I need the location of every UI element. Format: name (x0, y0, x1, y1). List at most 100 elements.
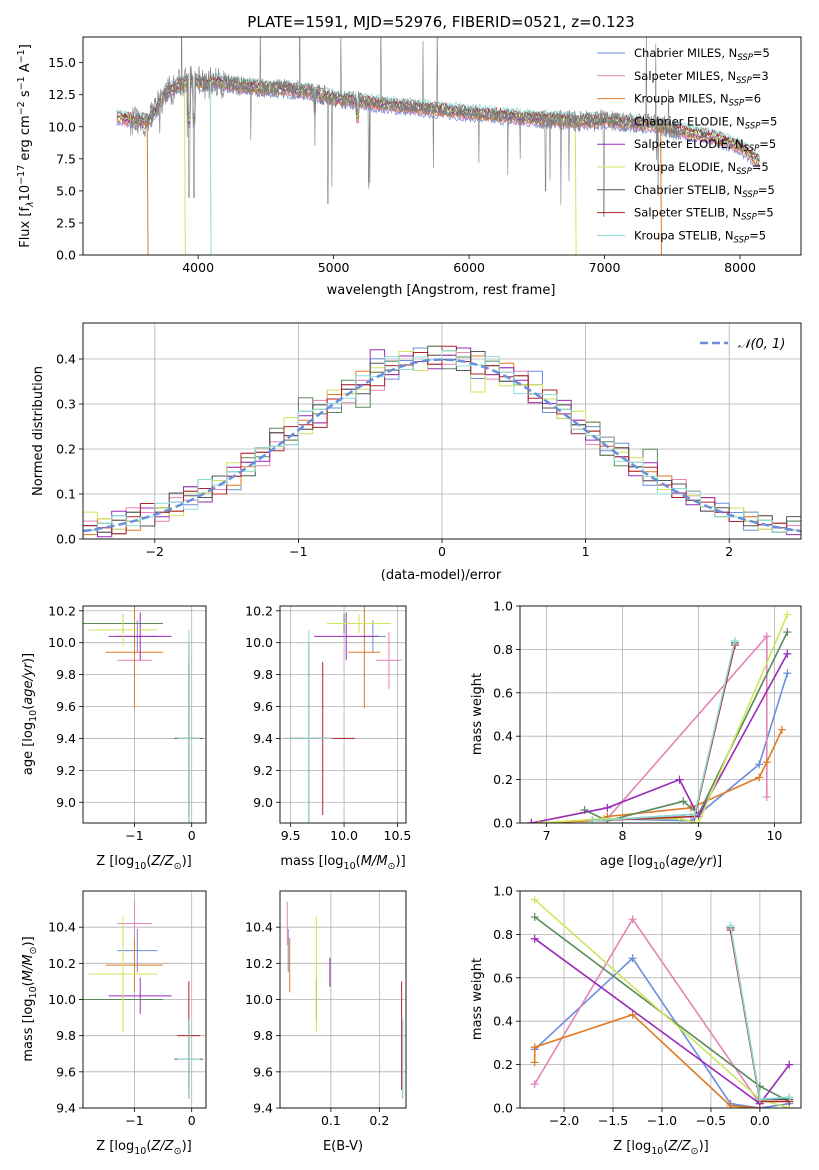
weight-marker-salpeter_miles (762, 632, 771, 641)
y-tick-label: 9.2 (253, 763, 273, 778)
axes-frame (82, 36, 802, 256)
x-tick-label: 9.5 (281, 828, 301, 843)
legend: Chabrier MILES, NSSP=5 Salpeter MILES, NS… (597, 46, 777, 245)
weight-marker-kroupa_stelib (690, 810, 699, 819)
weight-marker-kroupa_elodie (534, 819, 543, 823)
weight-marker-kroupa_miles (755, 773, 764, 782)
axes-frame (82, 605, 207, 824)
x-tick-label: 0.0 (750, 1113, 770, 1128)
weight-marker-salpeter_miles (762, 792, 771, 801)
plot-area (83, 901, 204, 1099)
x-axis-label: mass [log10(M/M⊙)] (280, 854, 405, 872)
weight-marker-kroupa_stelib (588, 816, 597, 823)
y-tick-label: 10.2 (245, 603, 273, 618)
x-axis-label: Z [log10(Z/Z⊙)] (96, 1139, 191, 1157)
y-tick-label: 9.0 (253, 795, 273, 810)
weight-marker-chabrier_elodie (530, 913, 539, 922)
y-tick-label: 9.2 (56, 763, 76, 778)
model-dip (209, 82, 212, 255)
y-axis-label: age [log10(age/yr)] (21, 653, 39, 775)
weight-line-salpeter_elodie (531, 653, 789, 823)
y-tick-label: 0.0 (493, 816, 513, 831)
residual-histogram-salpeter_stelib (83, 345, 801, 535)
weight-marker-kroupa_miles (530, 1058, 539, 1067)
y-axis-label: Normed distribution (31, 366, 46, 496)
figure-title: PLATE=1591, MJD=52976, FIBERID=0521, z=0… (247, 13, 634, 31)
model-dip (146, 119, 149, 255)
x-tick-label: 5000 (318, 260, 350, 275)
y-tick-label: 0.1 (56, 487, 76, 502)
axes-weight_vs_age: 7 8 9 10 0.0 0.2 0.4 0.6 0.8 1.0 age [log10(age/yr… (470, 599, 802, 872)
y-tick-label: 9.8 (253, 1028, 273, 1043)
y-axis-label: Flux [fλ10−17 erg cm−2 s−1 A−1] (16, 44, 36, 248)
y-tick-label: 9.8 (253, 667, 273, 682)
weight-marker-kroupa_miles (778, 725, 787, 734)
legend-label-salpeter_elodie: Salpeter ELODIE, NSSP=5 (634, 137, 776, 154)
weight-marker-salpeter_elodie (785, 1060, 794, 1069)
weight-marker-kroupa_stelib (785, 1093, 794, 1102)
weight-marker-salpeter_miles (530, 1080, 539, 1089)
weight-marker-kroupa_miles (726, 1101, 735, 1108)
y-tick-label: 12.5 (48, 87, 76, 102)
axes-mass_vs_Z: −1 0 9.4 9.6 9.8 10.0 10.2 10.4 Z [log10(Z/Z⊙)] m… (21, 890, 207, 1157)
x-axis-label: age [log10(age/yr)] (600, 854, 722, 872)
x-axis-label: Z [log10(Z/Z⊙)] (613, 1139, 708, 1157)
axes-spectrum: 4000 5000 6000 7000 8000 0.0 2.5 5.0 7.5 10.0 12.5… (16, 36, 802, 298)
plot-layer: 4000 5000 6000 7000 80000.02.55.07.510.012.5… (16, 36, 802, 1157)
axes-weight_vs_Z: −2.0 −1.5 −1.0 −0.5 0.0 0.0 0.2 0.4 0.6 0.8 1.0 Z [… (470, 884, 802, 1157)
x-tick-label: 7 (543, 828, 551, 843)
y-tick-label: 9.6 (56, 699, 76, 714)
model-dip (183, 82, 186, 255)
x-tick-label: −2 (146, 544, 164, 559)
x-tick-label: −1 (125, 1113, 143, 1128)
axes-frame (519, 890, 802, 1109)
y-tick-label: 10.0 (48, 635, 76, 650)
x-tick-label: 0 (188, 1113, 196, 1128)
weight-marker-kroupa_miles (762, 758, 771, 767)
y-tick-label: 10.4 (245, 920, 273, 935)
legend-label-kroupa_elodie: Kroupa ELODIE, NSSP=5 (634, 160, 769, 177)
weight-marker-chabrier_miles (783, 669, 792, 678)
weight-marker-salpeter_miles (628, 915, 637, 924)
weight-marker-kroupa_elodie (783, 610, 792, 619)
weight-marker-kroupa_stelib (755, 1095, 764, 1104)
x-tick-label: 7000 (589, 260, 621, 275)
plot-area (83, 345, 801, 538)
y-tick-label: 10.0 (48, 992, 76, 1007)
weight-marker-kroupa_elodie (694, 819, 703, 823)
axes-frame (279, 605, 407, 824)
plot-area (116, 37, 761, 255)
y-tick-label: 0.6 (493, 685, 513, 700)
y-tick-label: 1.0 (493, 884, 513, 899)
y-tick-label: 10.2 (48, 956, 76, 971)
legend-label-chabrier_elodie: Chabrier ELODIE, NSSP=5 (634, 114, 777, 131)
legend-label-kroupa_stelib: Kroupa STELIB, NSSP=5 (634, 228, 766, 245)
y-tick-label: 0.8 (493, 642, 513, 657)
y-axis-label: mass weight (470, 958, 485, 1040)
x-tick-label: −2.0 (549, 1113, 579, 1128)
x-tick-label: −1 (125, 828, 143, 843)
model-dip (660, 126, 662, 255)
weight-marker-chabrier_elodie (783, 628, 792, 637)
weight-marker-kroupa_stelib (726, 921, 735, 930)
weight-marker-chabrier_miles (628, 954, 637, 963)
axes-age_vs_Z: −1 0 9.0 9.2 9.4 9.6 9.8 10.0 10.2 Z [log10(Z/Z⊙)… (21, 603, 207, 872)
y-tick-label: 0.6 (493, 970, 513, 985)
y-tick-label: 5.0 (56, 183, 76, 198)
x-tick-label: 9 (694, 828, 702, 843)
x-tick-label: 10.5 (384, 828, 412, 843)
y-axis-label: mass [log10(M/M⊙)] (21, 936, 39, 1061)
y-tick-label: 9.8 (56, 1028, 76, 1043)
model-dip (574, 121, 577, 255)
x-axis-label: E(B-V) (323, 1139, 363, 1154)
residual-histogram-kroupa_stelib (83, 350, 801, 533)
x-tick-label: 6000 (453, 260, 485, 275)
x-tick-label: 0.2 (369, 1113, 389, 1128)
y-tick-label: 7.5 (56, 151, 76, 166)
y-tick-label: 9.4 (56, 1101, 76, 1116)
y-tick-label: 0.0 (493, 1101, 513, 1116)
y-tick-label: 10.4 (48, 920, 76, 935)
legend-label-chabrier_miles: Chabrier MILES, NSSP=5 (634, 46, 770, 63)
axes-age_vs_mass: 9.5 10.0 10.5 9.0 9.2 9.4 9.6 9.8 10.0 10.2 mass [… (245, 603, 412, 872)
y-tick-label: 0.0 (56, 248, 76, 263)
